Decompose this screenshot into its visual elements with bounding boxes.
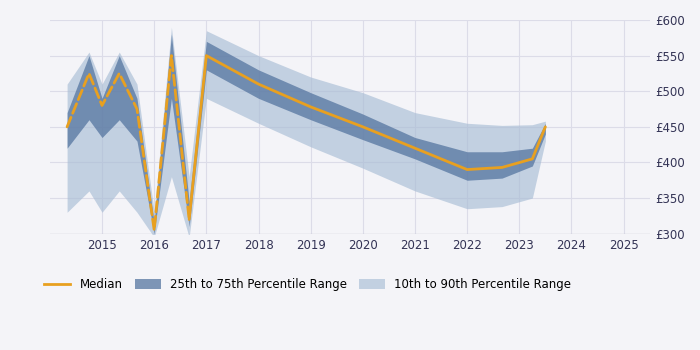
Legend: Median, 25th to 75th Percentile Range, 10th to 90th Percentile Range: Median, 25th to 75th Percentile Range, 1… [40, 274, 576, 296]
